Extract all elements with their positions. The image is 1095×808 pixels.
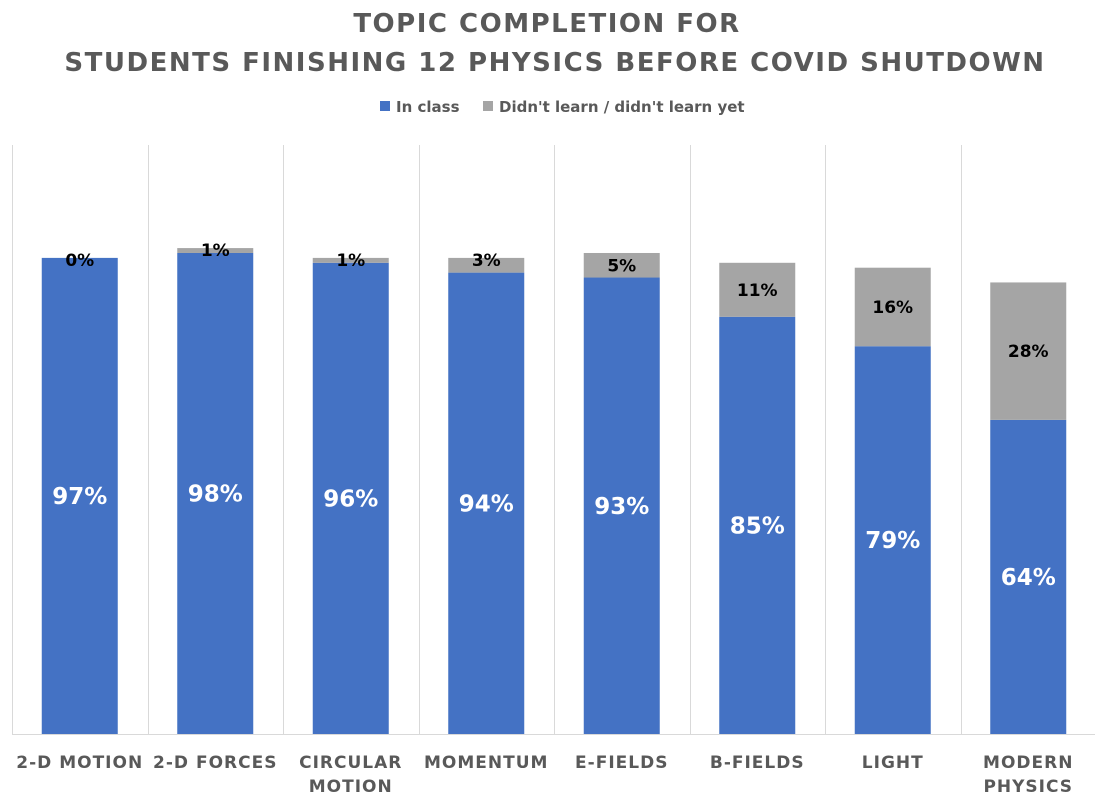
bar-in-class-modern-physics: [990, 419, 1067, 734]
bar-in-class-b-fields: [719, 316, 796, 734]
data-label-in-class-momentum: 94%: [459, 491, 514, 517]
bar-didnt-learn-momentum: [448, 257, 525, 273]
data-label-didnt-learn-2-d-forces: 1%: [201, 241, 230, 261]
legend-swatch-didnt-learn: [483, 101, 493, 111]
legend-swatch-in-class: [380, 101, 390, 111]
data-label-in-class-light: 79%: [865, 528, 920, 554]
data-label-in-class-b-fields: 85%: [730, 513, 785, 539]
data-label-didnt-learn-circular-motion: 1%: [336, 251, 365, 271]
data-label-didnt-learn-2-d-motion: 0%: [65, 251, 94, 271]
tick-label-circular-motion-line-1: CIRCULAR: [299, 753, 402, 773]
data-label-in-class-modern-physics: 64%: [1001, 565, 1056, 591]
tick-label-e-fields: E-FIELDS: [575, 753, 668, 773]
bar-in-class-light: [854, 346, 931, 734]
data-label-didnt-learn-e-fields: 5%: [607, 256, 636, 276]
tick-label-circular-motion-line-2: MOTION: [309, 777, 393, 797]
data-label-in-class-2-d-motion: 97%: [52, 484, 107, 510]
bar-didnt-learn-2-d-forces: [177, 248, 254, 253]
bar-in-class-circular-motion: [312, 262, 389, 734]
tick-label-2-d-forces: 2-D FORCES: [153, 753, 277, 773]
bar-didnt-learn-e-fields: [583, 252, 660, 278]
x-axis: 2-D MOTION 2-D FORCES CIRCULAR MOTION MOMENT…: [16, 753, 1073, 797]
data-label-didnt-learn-momentum: 3%: [472, 251, 501, 271]
data-labels: 97% 0% 98% 1% 96% 1% 94% 3% 93% 5% 85% 11% 79% 16% 64%…: [52, 241, 1056, 591]
data-label-in-class-e-fields: 93%: [594, 494, 649, 520]
bar-didnt-learn-circular-motion: [312, 257, 389, 263]
data-label-in-class-circular-motion: 96%: [323, 486, 378, 512]
legend-label-didnt-learn: Didn't learn / didn't learn yet: [499, 98, 745, 116]
bar-didnt-learn-b-fields: [719, 262, 796, 317]
data-label-didnt-learn-light: 16%: [872, 298, 913, 318]
tick-label-modern-physics-line-1: MODERN: [983, 753, 1073, 773]
tick-label-b-fields: B-FIELDS: [710, 753, 805, 773]
bars: [41, 248, 1067, 734]
data-label-didnt-learn-b-fields: 11%: [737, 281, 778, 301]
bar-in-class-2-d-motion: [41, 257, 118, 734]
tick-label-momentum: MOMENTUM: [424, 753, 548, 773]
chart-title-line-2: STUDENTS FINISHING 12 PHYSICS BEFORE COV…: [64, 48, 1045, 78]
tick-label-modern-physics-line-2: PHYSICS: [983, 777, 1073, 797]
data-label-didnt-learn-modern-physics: 28%: [1008, 342, 1049, 362]
bar-in-class-2-d-forces: [177, 252, 254, 734]
bar-in-class-e-fields: [583, 277, 660, 734]
chart-title-line-1: TOPIC COMPLETION FOR: [353, 9, 740, 39]
bar-didnt-learn-light: [854, 267, 931, 347]
bar-didnt-learn-modern-physics: [990, 282, 1067, 420]
legend-label-in-class: In class: [396, 98, 460, 116]
grid: [12, 145, 1095, 735]
tick-label-2-d-motion: 2-D MOTION: [16, 753, 143, 773]
tick-label-light: LIGHT: [862, 753, 924, 773]
data-label-in-class-2-d-forces: 98%: [188, 481, 243, 507]
bar-in-class-momentum: [448, 272, 525, 734]
legend: In class Didn't learn / didn't learn yet: [380, 98, 745, 116]
